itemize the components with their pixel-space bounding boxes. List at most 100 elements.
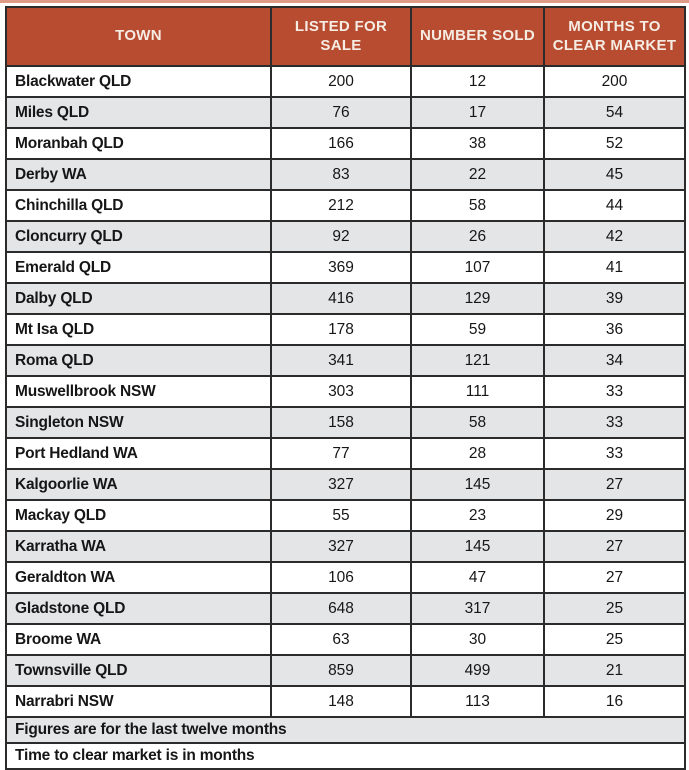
town-cell: Geraldton WA (5, 561, 272, 594)
listed-cell: 369 (270, 251, 412, 284)
footnote-units: Time to clear market is in months (5, 742, 686, 770)
table-row: Port Hedland WA 77 28 33 (5, 437, 686, 470)
table-row: Mackay QLD 55 23 29 (5, 499, 686, 532)
table-row: Singleton NSW 158 58 33 (5, 406, 686, 439)
sold-cell: 121 (410, 344, 545, 377)
listed-cell: 106 (270, 561, 412, 594)
months-cell: 27 (543, 530, 686, 563)
months-cell: 25 (543, 592, 686, 625)
town-cell: Roma QLD (5, 344, 272, 377)
header-row: TOWN LISTED FOR SALE NUMBER SOLD MONTHS … (5, 6, 686, 67)
table-row: Cloncurry QLD 92 26 42 (5, 220, 686, 253)
column-header-number-sold: NUMBER SOLD (410, 6, 545, 67)
listed-cell: 648 (270, 592, 412, 625)
listed-cell: 158 (270, 406, 412, 439)
sold-cell: 58 (410, 189, 545, 222)
months-cell: 27 (543, 561, 686, 594)
months-cell: 33 (543, 437, 686, 470)
listed-cell: 341 (270, 344, 412, 377)
months-cell: 44 (543, 189, 686, 222)
listed-cell: 416 (270, 282, 412, 315)
months-cell: 29 (543, 499, 686, 532)
town-cell: Moranbah QLD (5, 127, 272, 160)
town-cell: Muswellbrook NSW (5, 375, 272, 408)
town-cell: Derby WA (5, 158, 272, 191)
months-cell: 52 (543, 127, 686, 160)
table-footnotes: Figures are for the last twelve months T… (5, 716, 686, 770)
listed-cell: 178 (270, 313, 412, 346)
sold-cell: 59 (410, 313, 545, 346)
sold-cell: 317 (410, 592, 545, 625)
top-accent-bar (0, 0, 689, 3)
town-cell: Narrabri NSW (5, 685, 272, 718)
town-cell: Gladstone QLD (5, 592, 272, 625)
months-cell: 42 (543, 220, 686, 253)
town-cell: Kalgoorlie WA (5, 468, 272, 501)
column-header-town: TOWN (5, 6, 272, 67)
sold-cell: 26 (410, 220, 545, 253)
town-cell: Mt Isa QLD (5, 313, 272, 346)
months-cell: 34 (543, 344, 686, 377)
town-cell: Chinchilla QLD (5, 189, 272, 222)
town-cell: Broome WA (5, 623, 272, 656)
sold-cell: 47 (410, 561, 545, 594)
town-cell: Townsville QLD (5, 654, 272, 687)
listed-cell: 200 (270, 65, 412, 98)
table-row: Gladstone QLD 648 317 25 (5, 592, 686, 625)
listed-cell: 303 (270, 375, 412, 408)
months-cell: 21 (543, 654, 686, 687)
listed-cell: 327 (270, 468, 412, 501)
sold-cell: 129 (410, 282, 545, 315)
table-row: Derby WA 83 22 45 (5, 158, 686, 191)
months-cell: 33 (543, 406, 686, 439)
footnote-row: Figures are for the last twelve months (5, 716, 686, 744)
housing-market-table: TOWN LISTED FOR SALE NUMBER SOLD MONTHS … (5, 6, 686, 770)
listed-cell: 148 (270, 685, 412, 718)
months-cell: 25 (543, 623, 686, 656)
months-cell: 41 (543, 251, 686, 284)
sold-cell: 107 (410, 251, 545, 284)
table-row: Narrabri NSW 148 113 16 (5, 685, 686, 718)
months-cell: 16 (543, 685, 686, 718)
table-row: Dalby QLD 416 129 39 (5, 282, 686, 315)
table-row: Broome WA 63 30 25 (5, 623, 686, 656)
town-cell: Miles QLD (5, 96, 272, 129)
table-row: Moranbah QLD 166 38 52 (5, 127, 686, 160)
months-cell: 33 (543, 375, 686, 408)
sold-cell: 28 (410, 437, 545, 470)
sold-cell: 12 (410, 65, 545, 98)
listed-cell: 77 (270, 437, 412, 470)
table-row: Muswellbrook NSW 303 111 33 (5, 375, 686, 408)
sold-cell: 145 (410, 530, 545, 563)
listed-cell: 859 (270, 654, 412, 687)
sold-cell: 22 (410, 158, 545, 191)
months-cell: 45 (543, 158, 686, 191)
sold-cell: 113 (410, 685, 545, 718)
sold-cell: 17 (410, 96, 545, 129)
town-cell: Karratha WA (5, 530, 272, 563)
sold-cell: 38 (410, 127, 545, 160)
table-header: TOWN LISTED FOR SALE NUMBER SOLD MONTHS … (5, 6, 686, 67)
column-header-months-to-clear: MONTHS TO CLEAR MARKET (543, 6, 686, 67)
table-row: Geraldton WA 106 47 27 (5, 561, 686, 594)
table-row: Miles QLD 76 17 54 (5, 96, 686, 129)
table-row: Mt Isa QLD 178 59 36 (5, 313, 686, 346)
table-row: Karratha WA 327 145 27 (5, 530, 686, 563)
table-row: Blackwater QLD 200 12 200 (5, 65, 686, 98)
footnote-period: Figures are for the last twelve months (5, 716, 686, 744)
listed-cell: 166 (270, 127, 412, 160)
sold-cell: 30 (410, 623, 545, 656)
sold-cell: 145 (410, 468, 545, 501)
table-row: Emerald QLD 369 107 41 (5, 251, 686, 284)
months-cell: 36 (543, 313, 686, 346)
town-cell: Cloncurry QLD (5, 220, 272, 253)
sold-cell: 23 (410, 499, 545, 532)
footnote-row: Time to clear market is in months (5, 742, 686, 770)
listed-cell: 327 (270, 530, 412, 563)
listed-cell: 83 (270, 158, 412, 191)
column-header-listed-for-sale: LISTED FOR SALE (270, 6, 412, 67)
table-row: Townsville QLD 859 499 21 (5, 654, 686, 687)
listed-cell: 55 (270, 499, 412, 532)
sold-cell: 499 (410, 654, 545, 687)
